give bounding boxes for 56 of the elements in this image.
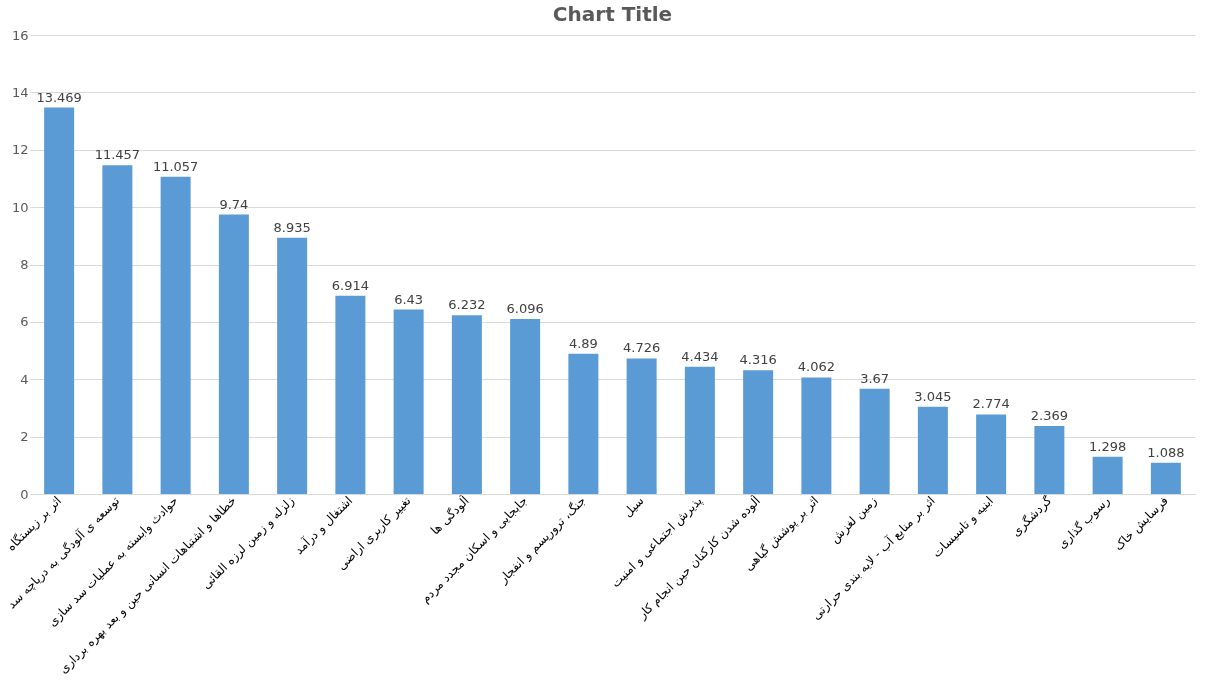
data-label: 6.914 — [331, 277, 369, 293]
bar — [626, 358, 657, 494]
bar — [859, 388, 890, 494]
y-tick-label: 12 — [11, 142, 29, 158]
bar — [451, 315, 482, 494]
data-label: 4.89 — [568, 335, 598, 351]
bar — [44, 107, 75, 494]
bar — [218, 214, 249, 494]
data-label: 2.774 — [972, 396, 1010, 412]
data-label: 6.232 — [448, 297, 486, 313]
x-tick-label: گردشگری — [1008, 493, 1056, 540]
bar — [743, 370, 774, 494]
x-tick-label: آلودگی ها — [427, 492, 473, 539]
bar — [1150, 462, 1181, 494]
bar — [801, 377, 832, 494]
bar — [393, 309, 424, 494]
chart-title: Chart Title — [552, 2, 673, 26]
data-label: 2.369 — [1030, 408, 1068, 424]
data-label: 9.74 — [219, 196, 249, 212]
y-tick-label: 2 — [20, 429, 29, 445]
bar — [1034, 426, 1065, 494]
y-tick-label: 14 — [11, 84, 29, 100]
data-label: 3.67 — [860, 370, 890, 386]
data-label: 3.045 — [914, 388, 952, 404]
bar — [102, 165, 133, 494]
data-label: 8.935 — [273, 219, 311, 235]
data-label: 11.457 — [94, 147, 141, 163]
data-label: 6.096 — [506, 301, 544, 317]
y-tick-label: 6 — [20, 314, 29, 330]
data-label: 6.43 — [394, 291, 424, 307]
x-tick-label: رسوب گذاری — [1054, 493, 1114, 553]
x-tick-label: فرسایش خاک — [1111, 493, 1172, 554]
y-tick-label: 8 — [20, 257, 29, 272]
bar — [335, 295, 366, 494]
y-tick-label: 4 — [20, 371, 29, 387]
data-label: 1.088 — [1147, 444, 1185, 460]
y-tick-label: 0 — [20, 486, 29, 502]
y-tick-label: 10 — [11, 199, 29, 215]
bar — [568, 353, 599, 494]
data-label: 4.062 — [797, 359, 835, 375]
bar — [917, 406, 948, 494]
bar — [510, 319, 541, 494]
data-label: 11.057 — [152, 158, 199, 174]
bar — [976, 414, 1007, 494]
bar — [684, 366, 715, 494]
data-label: 4.726 — [623, 340, 661, 356]
data-label: 1.298 — [1089, 438, 1127, 454]
data-label: 13.469 — [36, 89, 82, 105]
x-tick-label: سیل — [620, 493, 647, 520]
x-tick-label: زمین لغزش — [827, 493, 881, 547]
bar — [160, 176, 191, 494]
y-tick-label: 16 — [11, 27, 29, 43]
bar — [1092, 456, 1123, 494]
bar — [277, 237, 308, 494]
data-label: 4.434 — [681, 348, 719, 364]
data-label: 4.316 — [739, 352, 777, 368]
